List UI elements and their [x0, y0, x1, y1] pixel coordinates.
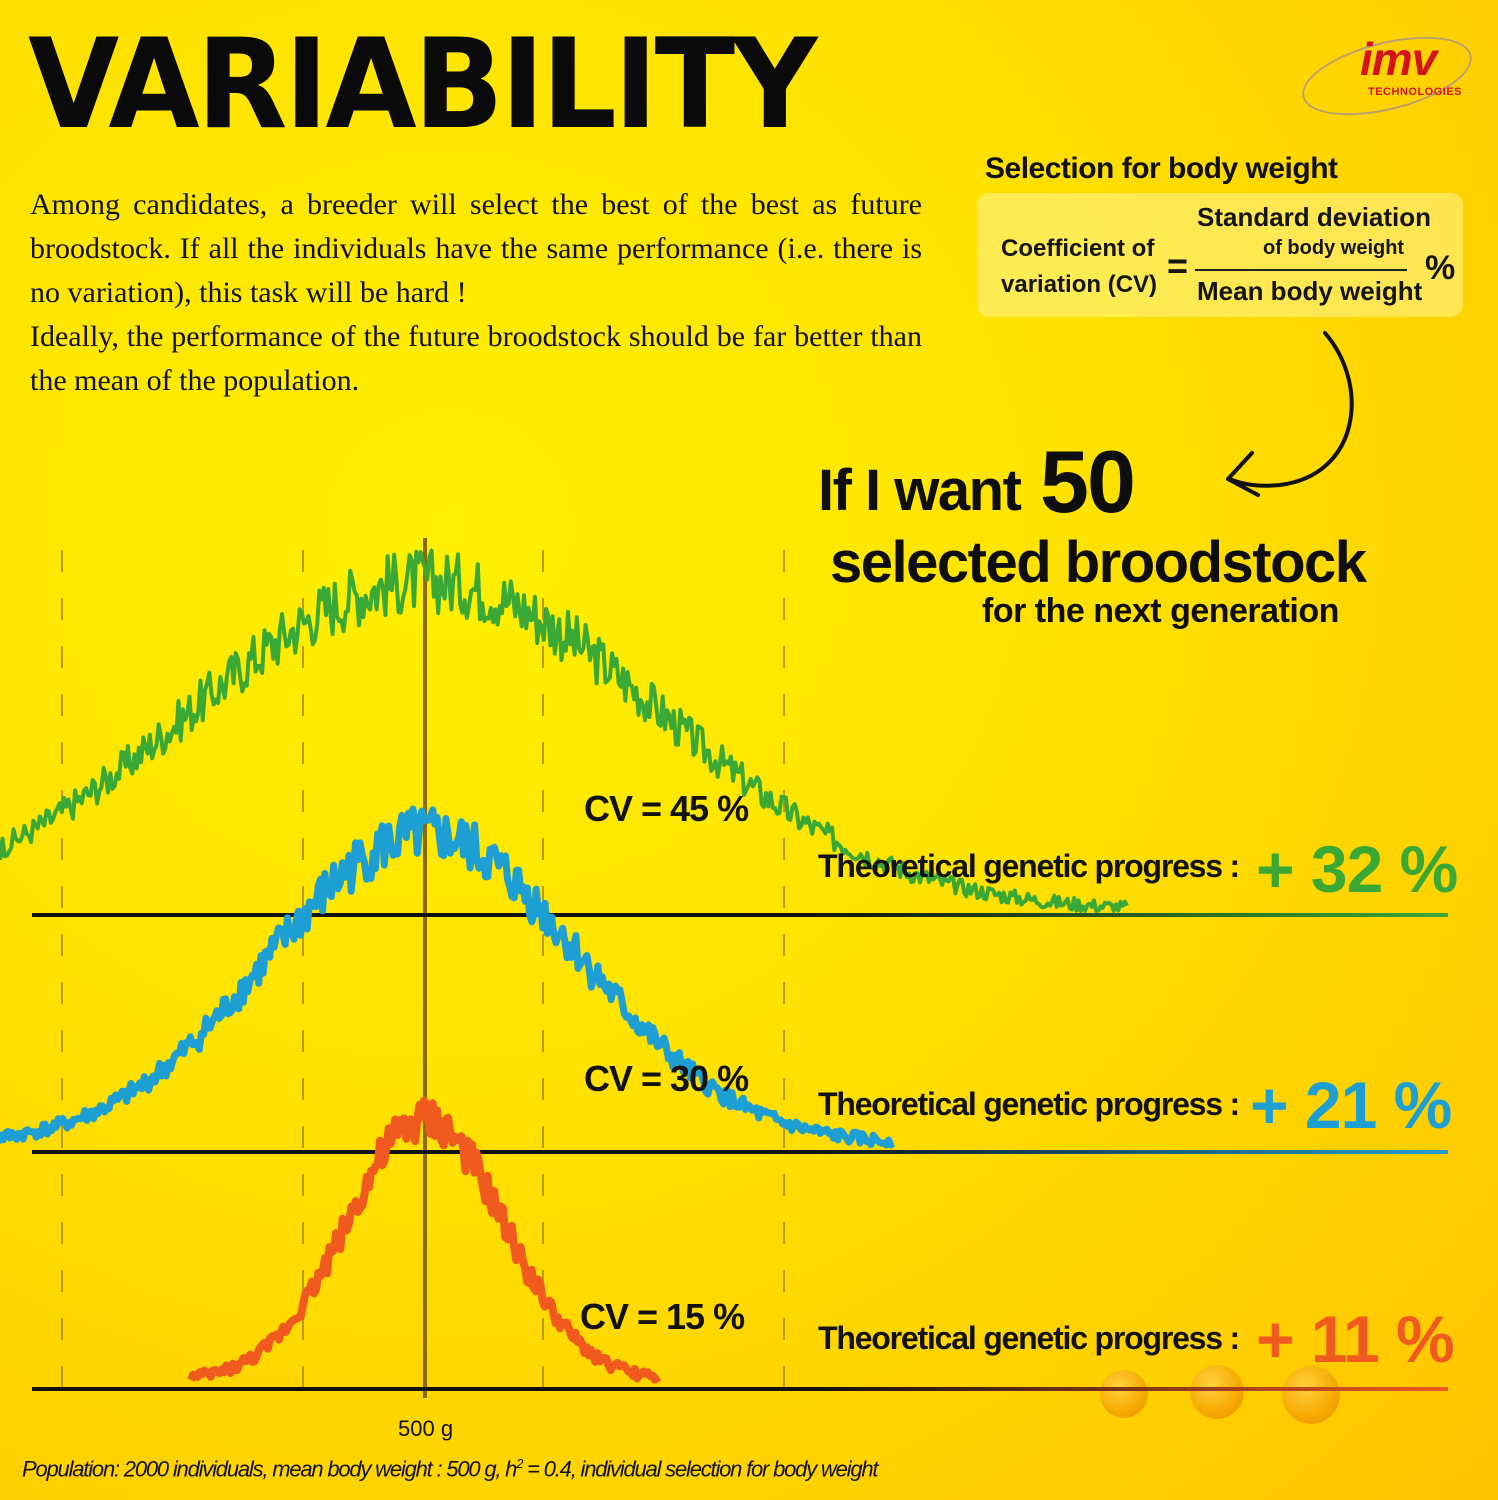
intro-text: Among candidates, a breeder will select …: [30, 183, 922, 403]
cv-label-45: CV = 45 %: [584, 788, 749, 829]
formula-denominator: Mean body weight: [1197, 276, 1423, 306]
distribution-chart: [0, 538, 1448, 1398]
baseline-cv45: [32, 913, 1448, 917]
progress-label-2: Theoretical genetic progress :: [818, 1086, 1240, 1122]
decorative-bubble: [1282, 1366, 1340, 1424]
progress-value-1: + 32 %: [1256, 832, 1458, 906]
distribution-curve-cv30: [0, 805, 896, 1149]
progress-value-3: + 11 %: [1256, 1302, 1455, 1376]
formula-lhs-line1: Coefficient of: [1001, 235, 1155, 262]
logo-tagline: TECHNOLOGIES: [1368, 86, 1463, 98]
distribution-curve-cv15: [187, 1096, 662, 1384]
callout-line3: for the next generation: [982, 592, 1339, 630]
cv-label-15: CV = 15 %: [580, 1296, 745, 1337]
decorative-bubble: [1190, 1365, 1244, 1419]
callout-line1: If I want: [818, 458, 1022, 523]
formula-heading: Selection for body weight: [985, 152, 1338, 185]
progress-value-2: + 21 %: [1250, 1068, 1452, 1142]
distribution-curve-cv45: [0, 548, 1129, 913]
intro-paragraph-2: Ideally, the performance of the future b…: [30, 320, 922, 397]
formula-numerator-line2: of body weight: [1263, 237, 1405, 259]
fraction-bar: [1195, 269, 1407, 271]
formula-box: Coefficient of variation (CV) = Standard…: [977, 193, 1463, 317]
baseline-cv30: [32, 1150, 1448, 1154]
logo-brand-text: imv: [1360, 33, 1437, 85]
formula-lhs-line2: variation (CV): [1001, 271, 1158, 298]
intro-paragraph-1: Among candidates, a breeder will select …: [30, 188, 922, 309]
footnote-part2: = 0.4, individual selection for body wei…: [522, 1456, 878, 1482]
callout-line2: selected broodstock: [830, 530, 1367, 595]
formula-numerator-line1: Standard deviation: [1197, 202, 1432, 232]
decorative-bubble: [1100, 1370, 1148, 1418]
mean-weight-label: 500 g: [398, 1416, 454, 1441]
footnote-part1: Population: 2000 individuals, mean body …: [22, 1456, 517, 1482]
formula-unit: %: [1425, 249, 1456, 287]
curved-arrow-icon: [1226, 331, 1354, 497]
baseline-cv15: [32, 1387, 1448, 1391]
page-title: VARIABILITY: [28, 11, 818, 157]
company-logo: imv TECHNOLOGIES: [1294, 21, 1480, 131]
footnote: Population: 2000 individuals, mean body …: [22, 1456, 879, 1482]
progress-label-3: Theoretical genetic progress :: [818, 1320, 1240, 1356]
footnote-superscript: 2: [516, 1456, 523, 1471]
callout-number: 50: [1040, 432, 1136, 531]
cv-label-30: CV = 30 %: [584, 1058, 749, 1099]
formula-equals: =: [1167, 245, 1189, 286]
progress-label-1: Theoretical genetic progress :: [818, 848, 1240, 884]
